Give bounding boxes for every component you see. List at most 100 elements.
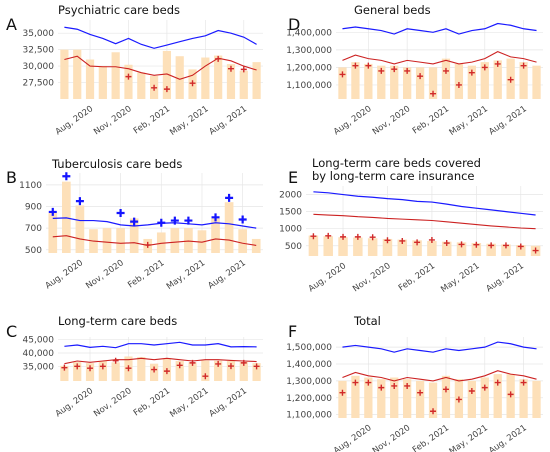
y-tick-label: 30,000 <box>23 62 55 72</box>
bar <box>467 65 476 99</box>
bar <box>367 238 378 256</box>
bar <box>428 382 438 418</box>
lower-bound-line <box>64 55 257 80</box>
bar <box>323 236 333 256</box>
x-tick-label: May, 2021 <box>439 261 481 295</box>
lower-bound-line <box>342 50 537 65</box>
observed-point <box>443 240 450 247</box>
bar <box>441 58 451 99</box>
bar <box>338 237 348 256</box>
observed-point <box>215 55 222 62</box>
x-tick-label: May, 2021 <box>165 258 207 292</box>
bar <box>467 380 476 418</box>
bar <box>124 64 133 99</box>
panel-title: by long-term care insurance <box>312 169 475 183</box>
observed-point <box>520 379 527 386</box>
observed-point <box>414 239 421 246</box>
y-tick-label: 1100 <box>19 181 42 191</box>
y-tick-label: 35,000 <box>23 362 55 372</box>
bar <box>111 362 120 381</box>
upper-bound-line <box>64 26 257 49</box>
x-tick-label: Aug, 2020 <box>54 104 95 137</box>
observed-point <box>163 86 170 93</box>
bar <box>224 202 234 253</box>
observed-point <box>365 379 372 386</box>
observed-point-high <box>75 197 84 206</box>
bar <box>162 50 172 99</box>
observed-point <box>455 81 462 88</box>
x-tick-label: Aug, 2020 <box>307 261 348 294</box>
observed-point-high <box>116 209 125 217</box>
bar <box>85 363 95 381</box>
panel-a: A Psychiatric care beds 27,500 30,000 32,500… <box>6 3 263 138</box>
bar <box>137 357 146 381</box>
x-tick-label: Nov, 2020 <box>371 423 412 452</box>
bar <box>175 361 184 381</box>
y-tick-label: 1,100,000 <box>286 81 332 91</box>
y-tick-label: 2000 <box>279 191 302 201</box>
observed-point <box>384 237 391 244</box>
observed-point-high <box>184 216 193 225</box>
x-tick-label: Aug, 2021 <box>487 423 528 452</box>
observed-point <box>340 233 347 240</box>
bar <box>60 365 69 381</box>
observed-point-high <box>225 193 234 202</box>
observed-point <box>458 241 465 248</box>
observed-point <box>215 360 222 367</box>
observed-point <box>494 379 501 386</box>
panel-f: F Total 1,100,000 1,200,000 1,300,000 1,400,0… <box>286 314 543 452</box>
bar <box>532 380 541 418</box>
observed-point <box>517 243 524 250</box>
observed-point <box>240 66 247 73</box>
y-tick-label: 1,300,000 <box>286 377 332 387</box>
bar <box>377 65 386 99</box>
observed-point <box>189 359 196 366</box>
bar <box>480 377 489 418</box>
bar <box>116 228 125 253</box>
bar <box>73 49 82 99</box>
panel-title: General beds <box>354 3 431 17</box>
x-tick-label: Aug, 2020 <box>332 423 373 452</box>
observed-point <box>310 233 317 240</box>
lower-bound-line <box>342 370 537 382</box>
bar <box>252 62 261 99</box>
panel-title: Psychiatric care beds <box>58 3 180 17</box>
observed-point <box>227 363 234 370</box>
x-tick-label: Aug, 2020 <box>332 104 373 137</box>
x-tick-label: Nov, 2020 <box>351 261 392 294</box>
observed-point <box>112 357 119 364</box>
observed-point <box>428 236 435 243</box>
bar <box>129 218 139 253</box>
bar <box>441 375 451 418</box>
observed-point <box>352 62 359 69</box>
x-tick-label: May, 2021 <box>168 386 210 420</box>
observed-point-high <box>238 215 247 224</box>
observed-point <box>430 90 437 97</box>
bar <box>351 375 360 418</box>
y-tick-label: 500 <box>25 246 42 256</box>
bar <box>454 63 464 99</box>
bar <box>73 362 82 381</box>
y-tick-label: 900 <box>25 203 42 213</box>
x-tick-label: Nov, 2020 <box>92 104 133 137</box>
observed-point <box>488 242 495 249</box>
bar <box>75 205 85 253</box>
panel-letter: A <box>6 15 17 34</box>
bar <box>364 377 373 418</box>
observed-point-high <box>48 207 57 216</box>
bar <box>98 66 107 99</box>
bar <box>519 62 528 99</box>
x-tick-label: Aug, 2021 <box>207 386 248 419</box>
bar <box>308 235 319 256</box>
x-tick-label: May, 2021 <box>448 423 490 452</box>
observed-point-high <box>170 216 179 225</box>
bar <box>486 243 496 256</box>
bar <box>214 55 223 99</box>
bar <box>351 62 360 99</box>
observed-point <box>391 66 398 73</box>
bar <box>111 52 120 99</box>
y-tick-label: 1,200,000 <box>286 63 332 73</box>
observed-point-high <box>157 218 166 227</box>
observed-point <box>352 379 359 386</box>
